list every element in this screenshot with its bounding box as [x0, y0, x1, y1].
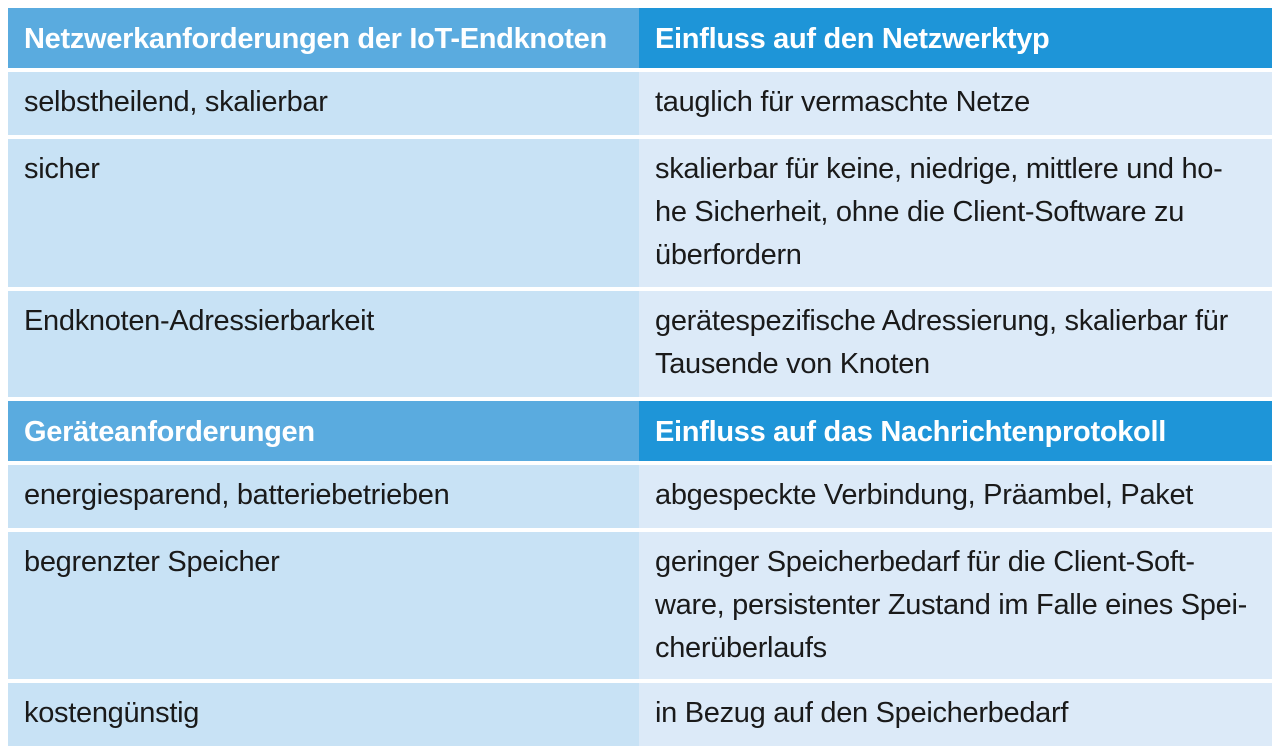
table-cell-influence: abgespeckte Verbindung, Präambel, Paket [639, 465, 1272, 528]
network-type-influence-header: Einfluss auf den Netzwerktyp [639, 8, 1272, 68]
table-cell-influence: gerätespezifische Adressierung, skalierb… [639, 291, 1272, 397]
requirements-table: Netzwerkanforderungen der IoT-Endknoten … [8, 8, 1272, 746]
table-cell-influence: tauglich für vermaschte Netze [639, 72, 1272, 135]
table-cell-requirement: kostengünstig [8, 683, 639, 746]
table-cell-requirement: sicher [8, 139, 639, 287]
message-protocol-influence-header: Einfluss auf das Nachrichtenprotokoll [639, 401, 1272, 461]
table-cell-requirement: selbstheilend, skalierbar [8, 72, 639, 135]
table-cell-influence: in Bezug auf den Speicherbedarf [639, 683, 1272, 746]
device-requirements-header: Geräteanforderungen [8, 401, 639, 461]
table-cell-influence: geringer Speicherbedarf für die Client-S… [639, 532, 1272, 679]
table-cell-requirement: energiesparend, batteriebetrieben [8, 465, 639, 528]
table-cell-requirement: Endknoten-Adressierbarkeit [8, 291, 639, 397]
table-cell-influence: skalierbar für keine, niedrige, mittlere… [639, 139, 1272, 287]
table-cell-requirement: begrenzter Speicher [8, 532, 639, 679]
network-requirements-header: Netzwerkanforderungen der IoT-Endknoten [8, 8, 639, 68]
